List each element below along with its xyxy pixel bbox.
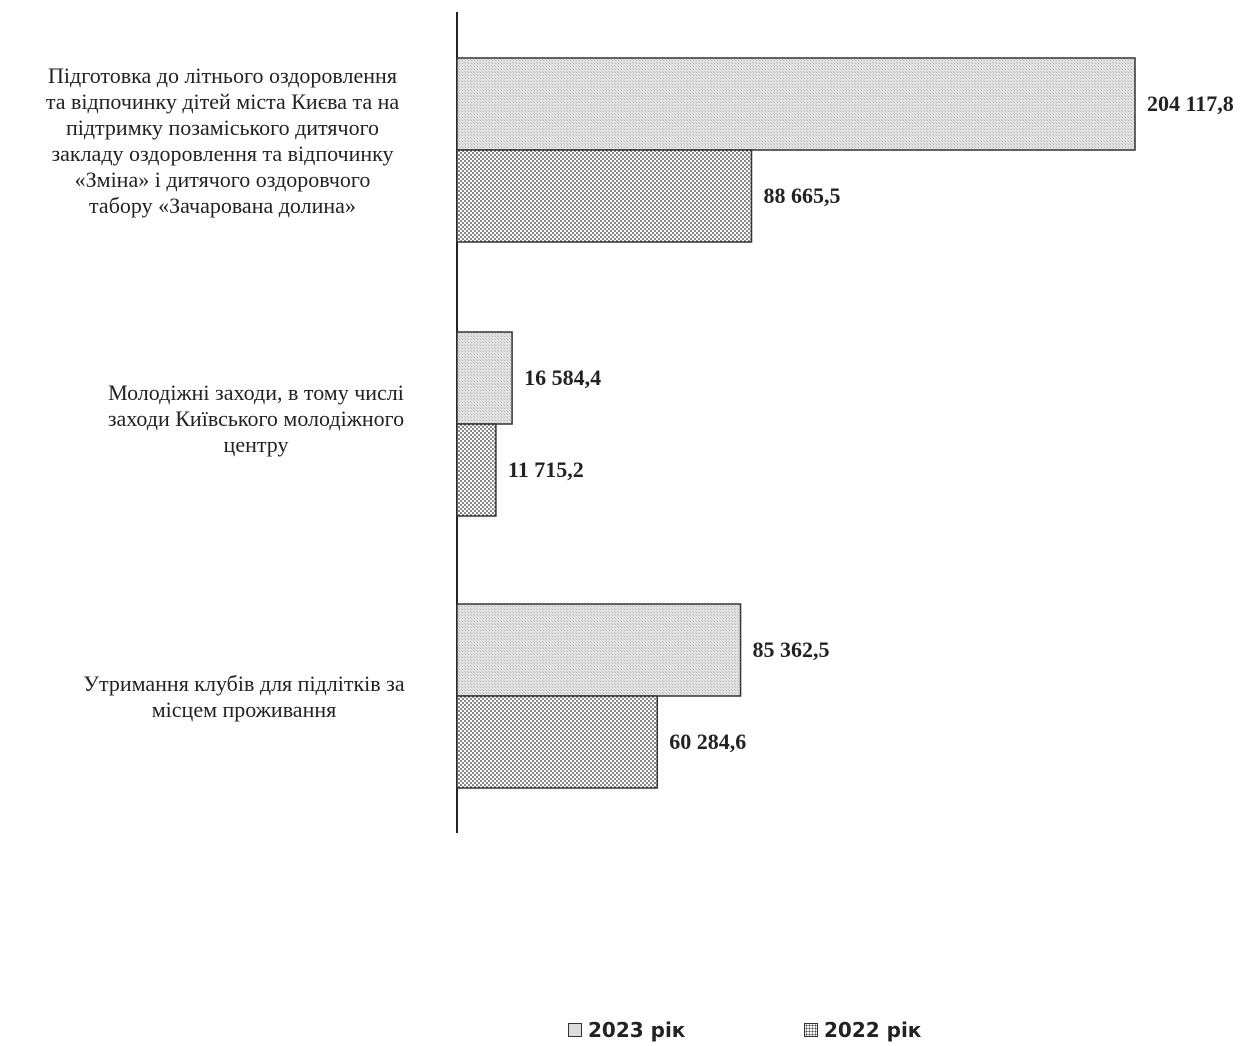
legend-swatch-2023 <box>568 1023 582 1037</box>
data-label: 11 715,2 <box>508 457 584 482</box>
legend-item-2023: 2023 рік <box>568 1018 685 1042</box>
category-label: Підготовка до літнього оздоровлення та в… <box>45 63 400 218</box>
data-label: 16 584,4 <box>524 365 601 390</box>
data-label: 85 362,5 <box>753 637 830 662</box>
data-label: 60 284,6 <box>669 729 746 754</box>
bar-2022 <box>456 695 658 789</box>
bar-2023 <box>456 603 742 697</box>
legend-label: 2023 рік <box>588 1018 686 1042</box>
bar-2022 <box>456 423 497 517</box>
bar-2022 <box>456 149 753 243</box>
bar-2023 <box>456 57 1136 151</box>
category-label: Молодіжні заходи, в тому числі заходи Ки… <box>107 380 405 457</box>
legend-swatch-2022 <box>804 1023 818 1037</box>
data-label: 88 665,5 <box>764 183 841 208</box>
category-label: Утримання клубів для підлітків за місцем… <box>83 671 405 722</box>
legend-item-2022: 2022 рік <box>804 1018 921 1042</box>
bar-2023 <box>456 331 513 425</box>
data-label: 204 117,8 <box>1147 91 1234 116</box>
legend-label: 2022 рік <box>824 1018 922 1042</box>
